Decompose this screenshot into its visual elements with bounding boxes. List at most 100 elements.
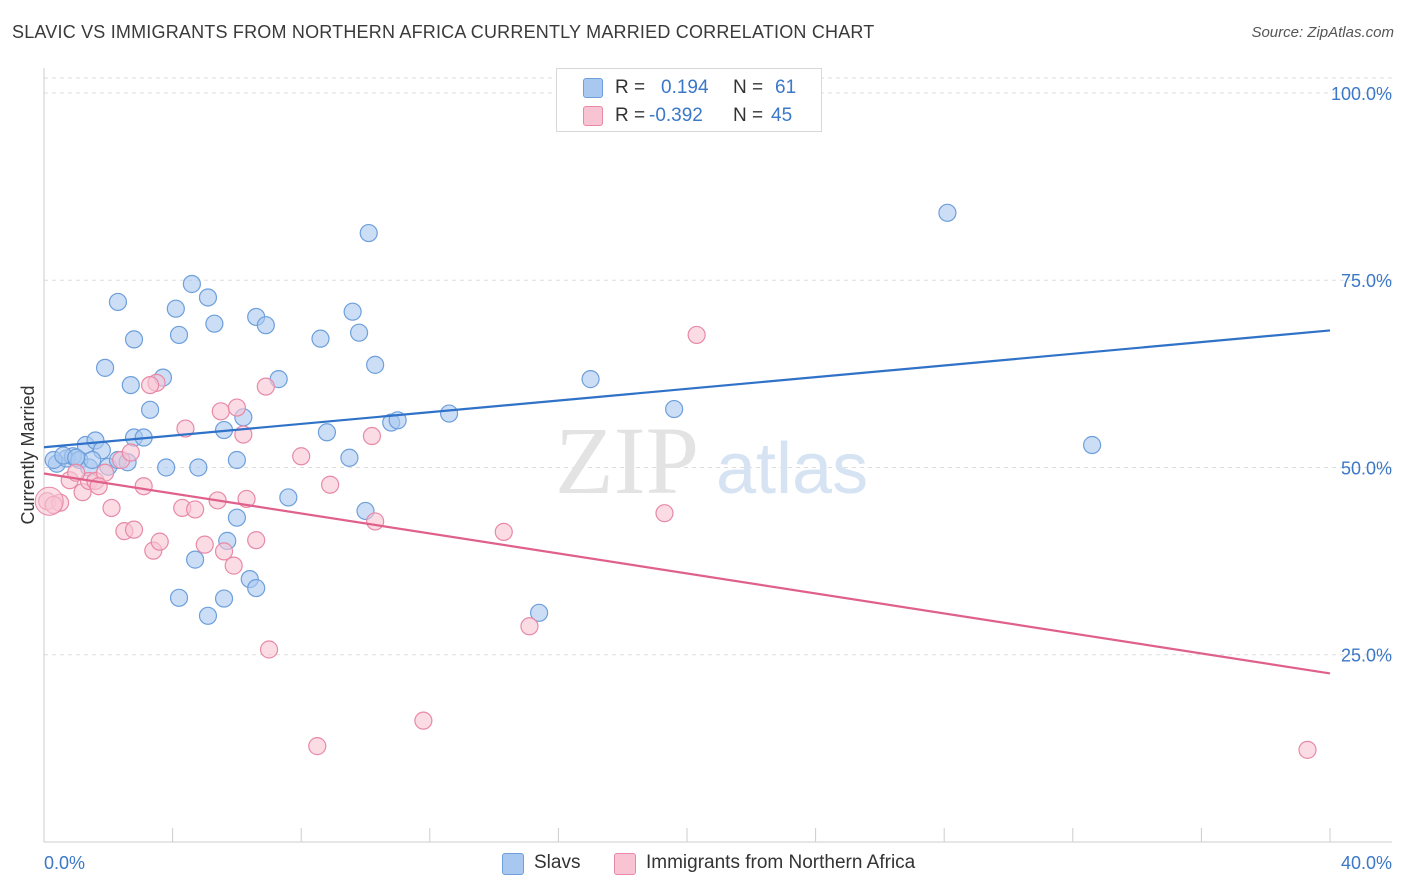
immigrants-point-31: [362, 426, 382, 446]
slavs-point-17: [140, 400, 160, 419]
y-tick-label-1: 75.0%: [1341, 271, 1392, 291]
immigrants-point-34: [520, 617, 539, 636]
slavs-point-27: [227, 450, 246, 470]
immigrants-point-30: [321, 475, 340, 494]
immigrants-point-7: [102, 498, 121, 518]
immigrants-point-35: [655, 504, 674, 523]
immigrants-point-41: [121, 443, 140, 462]
y-tick-label-0: 100.0%: [1331, 84, 1392, 104]
source-label: Source: ZipAtlas.com: [1251, 24, 1394, 41]
immigrants-point-17: [186, 500, 205, 519]
legend-swatch-immigrants: [583, 106, 603, 126]
slavs-point-49: [214, 589, 234, 608]
immigrants-point-28: [259, 640, 279, 659]
slavs-point-20: [182, 274, 201, 294]
slavs-point-18: [166, 299, 185, 318]
immigrants-point-38: [308, 737, 327, 756]
slavs-trend-line: [43, 329, 1331, 449]
immigrants-point-32: [366, 512, 385, 531]
slavs-point-37: [366, 355, 385, 374]
immigrants-point-44: [140, 375, 160, 395]
slavs-point-29: [256, 316, 275, 335]
legend-r-value-immigrants: -0.392: [649, 105, 703, 126]
slavs-point-51: [530, 603, 549, 622]
trend-lines: [43, 329, 1331, 675]
x-tick-label-0: 0.0%: [44, 853, 85, 873]
watermark-atlas: atlas: [716, 429, 868, 509]
bottom-legend-label-immigrants: Immigrants from Northern Africa: [646, 852, 916, 873]
immigrants-point-37: [414, 711, 433, 730]
immigrants-point-26: [247, 531, 266, 550]
immigrants-point-11: [134, 477, 153, 496]
immigrants-trend-line: [43, 472, 1331, 675]
immigrants-points: [34, 325, 1317, 759]
immigrants-point-23: [227, 398, 246, 417]
slavs-point-39: [359, 223, 378, 243]
slavs-point-44: [227, 508, 246, 527]
slavs-point-45: [186, 550, 205, 569]
slavs-point-48: [169, 588, 189, 607]
chart-title: SLAVIC VS IMMIGRANTS FROM NORTHERN AFRIC…: [12, 22, 875, 42]
immigrants-point-22: [224, 556, 243, 575]
legend-n-label-2: N =: [733, 105, 764, 126]
slavs-point-55: [1082, 435, 1102, 455]
immigrants-point-15: [176, 419, 195, 438]
slavs-point-19: [169, 325, 189, 345]
legend-r-label: R =: [615, 77, 646, 98]
immigrants-point-21: [211, 402, 230, 421]
slavs-point-42: [439, 404, 459, 423]
legend-n-label: N =: [733, 77, 764, 98]
slavs-point-54: [938, 203, 957, 222]
legend-swatch-slavs: [583, 78, 603, 98]
immigrants-point-18: [195, 535, 214, 554]
bottom-legend-label-slavs: Slavs: [534, 852, 581, 873]
y-axis-label: Currently Married: [18, 385, 38, 524]
slavs-point-14: [108, 292, 128, 312]
immigrants-point-39: [1298, 740, 1317, 759]
slavs-point-24: [189, 458, 208, 477]
slavs-point-15: [124, 330, 144, 349]
slavs-point-22: [205, 314, 224, 333]
slavs-point-23: [157, 458, 176, 477]
correlation-legend: R = 0.194 N = 61 R = -0.392 N = 45: [556, 68, 822, 132]
watermark-zip: ZIP: [555, 407, 699, 514]
immigrants-point-13: [150, 532, 169, 551]
slavs-point-33: [317, 423, 337, 442]
y-tick-label-2: 50.0%: [1341, 458, 1392, 478]
legend-row-immigrants: R = -0.392 N = 45: [557, 103, 821, 129]
y-tick-label-3: 25.0%: [1341, 646, 1392, 666]
axes: [43, 68, 1392, 843]
slavs-point-47: [247, 578, 266, 598]
slavs-point-50: [198, 606, 218, 625]
watermark: ZIP atlas: [555, 407, 868, 514]
tick-labels: 100.0% 75.0% 50.0% 25.0% 0.0% 40.0%: [44, 84, 1392, 873]
slavs-point-12: [95, 358, 115, 377]
legend-r-label-2: R =: [615, 105, 646, 126]
bottom-legend-swatch-immigrants: [614, 853, 636, 875]
slavs-point-31: [279, 488, 298, 507]
slavs-point-13: [121, 375, 140, 395]
legend-row-slavs: R = 0.194 N = 61: [557, 75, 821, 101]
slavs-point-52: [581, 370, 600, 389]
slavs-point-35: [343, 302, 362, 321]
legend-n-value-slavs: 61: [775, 77, 797, 98]
immigrants-point-20: [214, 542, 234, 561]
slavs-point-56: [83, 450, 102, 470]
legend-n-value-immigrants: 45: [771, 105, 793, 126]
immigrants-point-large: [34, 486, 64, 516]
immigrants-point-29: [292, 447, 311, 466]
immigrants-point-33: [494, 522, 513, 542]
slavs-points: [44, 203, 1102, 625]
x-tick-label-1: 40.0%: [1341, 853, 1392, 873]
immigrants-point-10: [124, 520, 144, 539]
gridlines: [44, 77, 1392, 656]
immigrants-point-27: [256, 377, 275, 396]
slavs-point-53: [665, 399, 684, 419]
immigrants-point-25: [237, 489, 256, 509]
slavs-point-32: [311, 329, 330, 348]
bottom-legend-swatch-slavs: [502, 853, 524, 875]
immigrants-point-36: [687, 325, 706, 345]
slavs-point-36: [349, 323, 369, 342]
slavs-point-21: [198, 288, 218, 307]
